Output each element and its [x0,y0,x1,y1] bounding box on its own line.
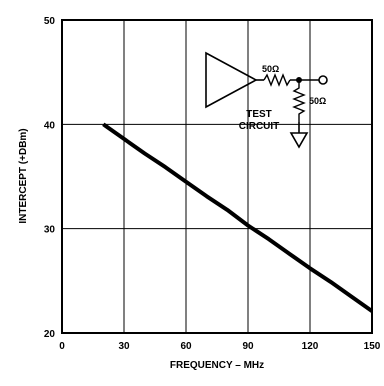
y-axis-label: INTERCEPT (+DBm) [18,128,29,223]
test-circuit-label-line1: TEST [246,109,272,120]
plot-frame [61,19,373,334]
series-line [102,122,374,313]
y-tick-label: 30 [44,225,56,236]
amplifier-triangle-icon [205,51,258,109]
x-tick-label: 0 [59,341,65,352]
y-tick-label: 40 [44,120,56,131]
series-resistor-label: 50Ω [262,64,279,74]
tick-labels: 0 30 60 90 120 150 20 30 40 50 [44,16,381,352]
series [102,122,374,313]
x-tick-label: 120 [302,341,319,352]
x-tick-label: 30 [118,341,130,352]
output-terminal-icon [318,75,328,85]
shunt-resistor-icon [292,80,306,122]
test-circuit-inset: 50Ω 50Ω TEST CIRCUIT [205,51,328,149]
x-axis-label: FREQUENCY – MHz [170,360,264,371]
grid [62,20,372,333]
x-tick-label: 60 [180,341,192,352]
test-circuit-label-line2: CIRCUIT [239,121,280,132]
series-resistor-icon [263,73,291,87]
shunt-resistor-label: 50Ω [309,96,326,106]
y-tick-label: 20 [44,329,56,340]
x-tick-label: 90 [242,341,254,352]
x-tick-label: 150 [364,341,381,352]
y-tick-label: 50 [44,16,56,27]
ground-symbol-icon [289,132,309,149]
